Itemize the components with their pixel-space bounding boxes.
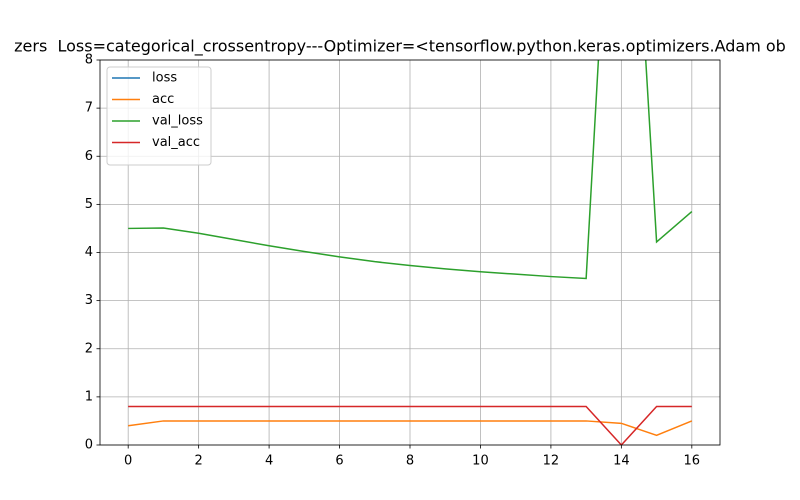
x-tick-label: 2: [194, 454, 202, 469]
x-tick-label: 8: [406, 454, 414, 469]
legend-box: [106, 66, 212, 166]
x-tick-label: 16: [684, 454, 701, 469]
x-tick-label: 0: [124, 454, 132, 469]
y-tick-label: 7: [85, 101, 93, 116]
legend-label: loss: [152, 71, 177, 86]
chart-title: zers Loss=categorical_crossentropy---Opt…: [14, 37, 786, 57]
y-tick-label: 5: [85, 197, 93, 212]
x-tick-label: 4: [265, 454, 273, 469]
plot-frame: [99, 59, 721, 446]
plot-area: [128, 60, 693, 445]
x-tick-label: 10: [472, 454, 489, 469]
y-tick-label: 2: [85, 341, 93, 356]
y-tick-label: 8: [85, 53, 93, 68]
y-tick-label: 0: [85, 438, 93, 453]
y-tick-label: 6: [85, 149, 93, 164]
y-tick-label: 3: [85, 293, 93, 308]
line-series: [128, 60, 693, 280]
legend-label: val_acc: [152, 135, 200, 150]
legend-label: val_loss: [152, 114, 203, 129]
legend-label: acc: [152, 92, 174, 107]
line-series: [128, 405, 692, 445]
y-tick-label: 1: [85, 389, 93, 404]
x-tick-label: 14: [613, 454, 630, 469]
line-series: [128, 420, 693, 437]
y-tick-label: 4: [85, 245, 93, 260]
x-tick-label: 12: [543, 454, 560, 469]
x-tick-label: 6: [335, 454, 343, 469]
